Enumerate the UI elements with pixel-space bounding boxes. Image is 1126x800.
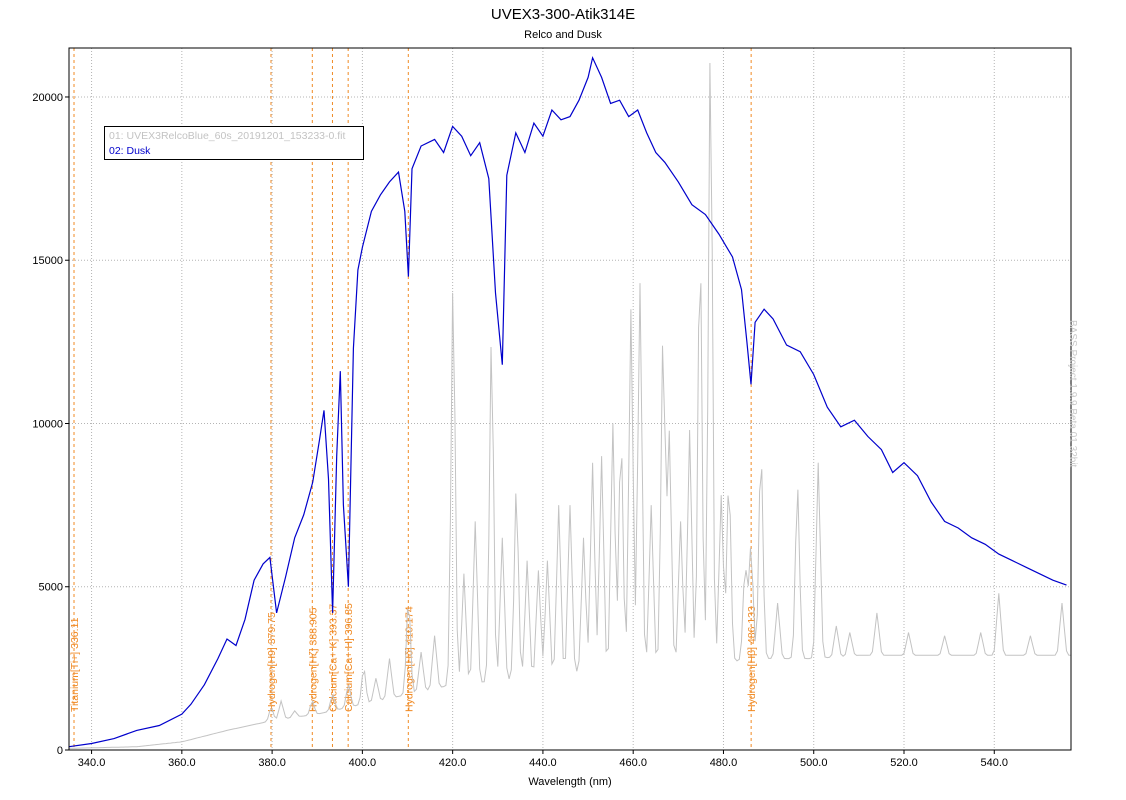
chart-subtitle: Relco and Dusk <box>524 29 602 41</box>
legend: 01: UVEX3RelcoBlue_60s_20191201_153233-0… <box>104 126 364 160</box>
x-tick-label: 420.0 <box>439 757 467 769</box>
x-tick-label: 540.0 <box>981 757 1009 769</box>
x-axis-label: Wavelength (nm) <box>528 776 611 788</box>
marker-label: Calcium[Ca+ H] 396.85 <box>343 603 355 712</box>
x-tick-label: 340.0 <box>78 757 106 769</box>
y-tick-label: 0 <box>57 745 63 757</box>
x-tick-label: 520.0 <box>890 757 918 769</box>
y-tick-label: 5000 <box>39 582 63 594</box>
x-tick-label: 440.0 <box>529 757 557 769</box>
axes: 340.0 360.0 380.0 400.0 420.0 440.0 460.0 480.0… <box>32 47 1072 788</box>
series-line-02-dusk <box>68 55 1067 748</box>
grid-lines <box>69 48 1071 750</box>
y-tick-label: 15000 <box>32 255 63 267</box>
legend-entry-series-2: 02: Dusk <box>109 145 151 157</box>
spectrum-series <box>68 55 1072 749</box>
software-watermark: BASS Project 1.9.9 Beta 01 32bit <box>1067 320 1078 468</box>
reference-line-markers: Titanium[Ti+] 336.11 Hydrogen[H9] 379.75 H… <box>69 48 758 750</box>
chart-title: UVEX3-300-Atik314E <box>490 6 636 23</box>
marker-label: Titanium[Ti+] 336.11 <box>69 617 81 712</box>
x-tick-label: 360.0 <box>168 757 196 769</box>
marker-label: Hydrogen[Hζ] 388.905 <box>307 607 319 712</box>
plot-frame <box>68 47 1072 751</box>
x-tick-label: 400.0 <box>349 757 377 769</box>
y-tick-label: 10000 <box>32 418 63 430</box>
series-line-01-relco <box>68 62 1072 749</box>
x-tick-label: 460.0 <box>619 757 647 769</box>
x-tick-label: 480.0 <box>710 757 738 769</box>
x-tick-label: 500.0 <box>800 757 828 769</box>
x-tick-label: 380.0 <box>258 757 286 769</box>
y-tick-label: 20000 <box>32 92 63 104</box>
legend-entry-series-1: 01: UVEX3RelcoBlue_60s_20191201_153233-0… <box>109 130 346 142</box>
marker-label: Hydrogen[H9] 379.75 <box>266 612 278 712</box>
marker-label: Calcium[Ca+ K] 393.37 <box>327 604 339 712</box>
